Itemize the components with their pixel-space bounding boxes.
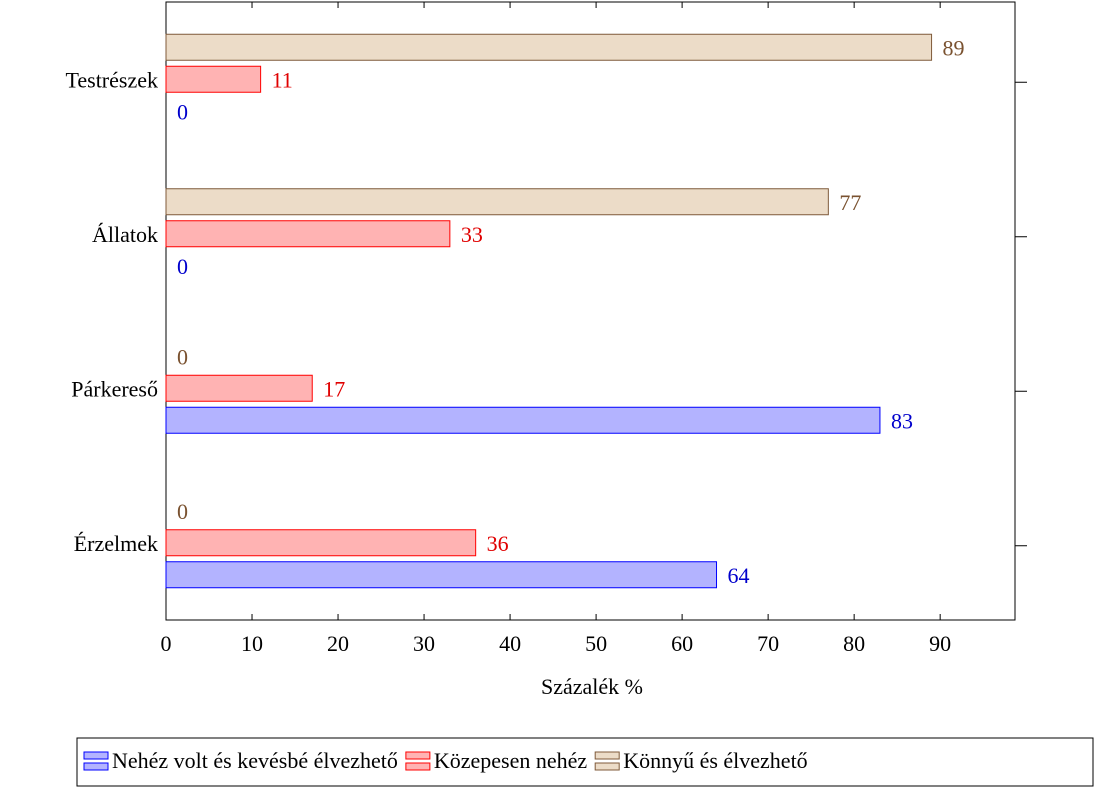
x-tick-label: 60 bbox=[671, 631, 693, 656]
x-tick-label: 80 bbox=[843, 631, 865, 656]
legend-swatch bbox=[405, 762, 431, 771]
x-axis-label: Százalék % bbox=[541, 674, 643, 699]
value-label: 11 bbox=[272, 67, 293, 92]
x-tick-label: 0 bbox=[161, 631, 172, 656]
value-label: 0 bbox=[177, 499, 188, 524]
bar bbox=[165, 220, 451, 248]
y-tick-label: Párkereső bbox=[71, 376, 158, 401]
bar bbox=[165, 374, 313, 402]
legend-swatch bbox=[594, 762, 620, 771]
value-label: 64 bbox=[728, 563, 750, 588]
x-tick-label: 40 bbox=[499, 631, 521, 656]
legend-label: Közepesen nehéz bbox=[434, 748, 588, 773]
y-tick-label: Állatok bbox=[92, 222, 158, 247]
bar bbox=[165, 561, 718, 589]
bar bbox=[165, 529, 477, 557]
value-label: 0 bbox=[177, 344, 188, 369]
value-label: 36 bbox=[487, 531, 509, 556]
x-tick-label: 50 bbox=[585, 631, 607, 656]
bar bbox=[165, 33, 933, 61]
bar bbox=[165, 406, 881, 434]
x-tick-label: 70 bbox=[757, 631, 779, 656]
value-label: 0 bbox=[177, 99, 188, 124]
y-tick-label: Testrészek bbox=[65, 67, 158, 92]
value-label: 89 bbox=[943, 35, 965, 60]
x-tick-label: 20 bbox=[327, 631, 349, 656]
x-tick-label: 90 bbox=[929, 631, 951, 656]
x-tick-label: 30 bbox=[413, 631, 435, 656]
legend-swatch bbox=[83, 762, 109, 771]
value-label: 33 bbox=[461, 222, 483, 247]
legend-label: Nehéz volt és kevésbé élvezhető bbox=[112, 748, 398, 773]
legend-box bbox=[76, 737, 1094, 787]
bar bbox=[165, 65, 262, 93]
value-label: 17 bbox=[323, 376, 345, 401]
legend-swatch bbox=[594, 751, 620, 760]
legend-label: Könnyű és élvezhető bbox=[623, 748, 808, 773]
y-tick-label: Érzelmek bbox=[74, 531, 158, 556]
x-tick-label: 10 bbox=[241, 631, 263, 656]
value-label: 83 bbox=[891, 408, 913, 433]
plot-frame bbox=[165, 1, 1016, 621]
bar bbox=[165, 188, 829, 216]
legend-swatch bbox=[83, 751, 109, 760]
value-label: 77 bbox=[839, 190, 861, 215]
value-label: 0 bbox=[177, 254, 188, 279]
legend-swatch bbox=[405, 751, 431, 760]
